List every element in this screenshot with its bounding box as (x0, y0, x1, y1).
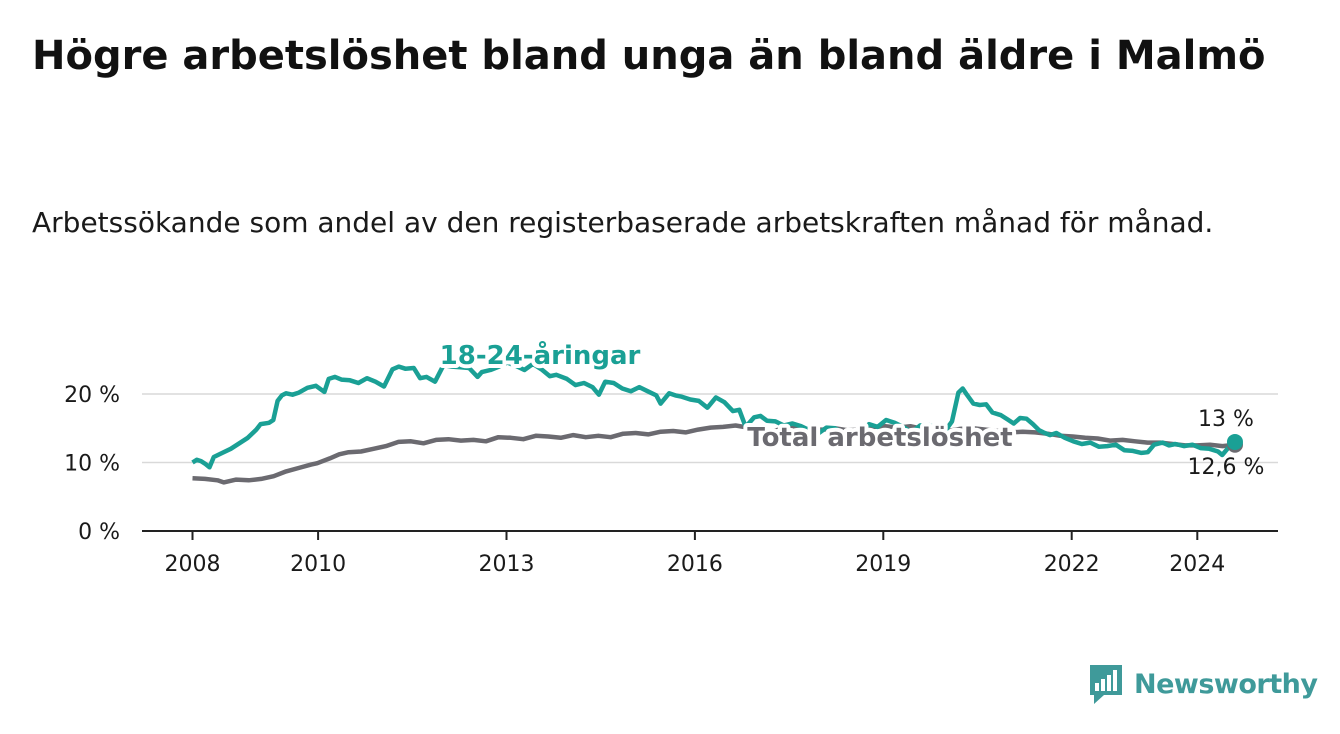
newsworthy-logo: Newsworthy (1088, 662, 1318, 706)
x-tick-label: 2010 (290, 552, 346, 577)
y-tick-label: 10 % (64, 452, 120, 477)
series-label-youth: 18-24-åringar (440, 339, 641, 371)
x-tick-label: 2024 (1169, 552, 1225, 577)
grid-layer (142, 393, 1278, 464)
x-tick-label: 2022 (1044, 552, 1100, 577)
x-tick-label: 2013 (479, 552, 535, 577)
chart-title: Högre arbetslöshet bland unga än bland ä… (32, 33, 1266, 79)
y-tick-label: 20 % (64, 383, 120, 408)
series-label-youth-halo: 18-24-åringar (440, 339, 641, 371)
x-tick-label: 2008 (165, 552, 221, 577)
series-label-total-halo: Total arbetslöshet (747, 423, 1012, 453)
end-value-label-youth: 13 % (1198, 407, 1254, 432)
series-layer (191, 360, 1243, 485)
series-label-total: Total arbetslöshet (747, 423, 1012, 453)
series-line-youth (191, 360, 1237, 470)
axis-layer: 0 % 10 % 20 % 2008 2010 2013 2016 2019 2022 2024 (64, 383, 1278, 577)
bar-chart-icon (1090, 665, 1122, 704)
x-tick-label: 2019 (855, 552, 911, 577)
end-value-label-total: 12,6 % (1188, 455, 1265, 480)
series-line-total (192, 423, 1236, 485)
chart-subtitle: Arbetssökande som andel av den registerb… (32, 206, 1214, 239)
series-end-marker-youth (1226, 433, 1243, 450)
x-tick-label: 2016 (667, 552, 723, 577)
brand-name: Newsworthy (1134, 668, 1318, 700)
y-tick-label: 0 % (78, 520, 120, 545)
